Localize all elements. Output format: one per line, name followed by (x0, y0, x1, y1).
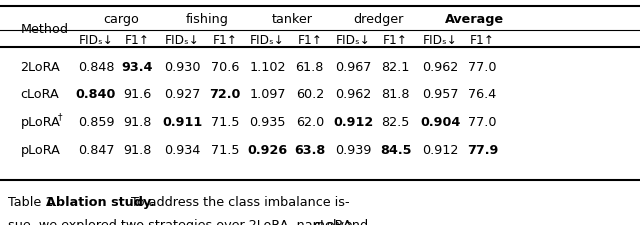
Text: F1↑: F1↑ (470, 34, 495, 47)
Text: and: and (344, 219, 369, 225)
Text: 0.962: 0.962 (422, 61, 458, 74)
Text: 0.934: 0.934 (164, 144, 200, 157)
Text: 63.8: 63.8 (294, 144, 325, 157)
Text: dredger: dredger (353, 13, 403, 26)
Text: 82.5: 82.5 (381, 116, 410, 129)
Text: 82.1: 82.1 (381, 61, 410, 74)
Text: 76.4: 76.4 (468, 88, 497, 101)
Text: 60.2: 60.2 (296, 88, 324, 101)
Text: tanker: tanker (272, 13, 313, 26)
Text: 0.962: 0.962 (335, 88, 371, 101)
Text: 0.967: 0.967 (335, 61, 371, 74)
Text: 91.8: 91.8 (124, 144, 152, 157)
Text: Method: Method (20, 23, 68, 36)
Text: 1.102: 1.102 (249, 61, 286, 74)
Text: To address the class imbalance is-: To address the class imbalance is- (131, 196, 350, 209)
Text: FIDₛ↓: FIDₛ↓ (165, 34, 200, 47)
Text: 93.4: 93.4 (122, 61, 154, 74)
Text: sue, we explored two strategies over 2LoRA, namely: sue, we explored two strategies over 2Lo… (8, 219, 348, 225)
Text: 71.5: 71.5 (211, 144, 239, 157)
Text: 61.8: 61.8 (296, 61, 324, 74)
Text: 91.8: 91.8 (124, 116, 152, 129)
Text: cLoRA: cLoRA (20, 88, 60, 101)
Text: FIDₛ↓: FIDₛ↓ (79, 34, 113, 47)
Text: 84.5: 84.5 (380, 144, 412, 157)
Text: F1↑: F1↑ (125, 34, 150, 47)
Text: fishing: fishing (186, 13, 228, 26)
Text: †: † (58, 112, 62, 121)
Text: 0.935: 0.935 (249, 116, 286, 129)
Text: Average: Average (445, 13, 504, 26)
Text: 0.840: 0.840 (76, 88, 116, 101)
Text: 0.859: 0.859 (77, 116, 115, 129)
Text: 70.6: 70.6 (211, 61, 239, 74)
Text: 91.6: 91.6 (124, 88, 152, 101)
Text: 0.939: 0.939 (335, 144, 371, 157)
Text: 81.8: 81.8 (381, 88, 410, 101)
Text: F1↑: F1↑ (298, 34, 322, 47)
Text: 0.930: 0.930 (164, 61, 201, 74)
Text: 0.904: 0.904 (420, 116, 461, 129)
Text: cLoRA: cLoRA (314, 219, 353, 225)
Text: 0.927: 0.927 (164, 88, 200, 101)
Text: 0.847: 0.847 (77, 144, 115, 157)
Text: Ablation study.: Ablation study. (46, 196, 155, 209)
Text: 0.911: 0.911 (163, 116, 202, 129)
Text: 0.912: 0.912 (422, 144, 458, 157)
Text: 0.912: 0.912 (333, 116, 373, 129)
Text: 77.0: 77.0 (468, 61, 497, 74)
Text: pLoRA: pLoRA (20, 116, 60, 129)
Text: 77.9: 77.9 (467, 144, 499, 157)
Text: cargo: cargo (104, 13, 140, 26)
Text: pLoRA: pLoRA (20, 144, 60, 157)
Text: F1↑: F1↑ (383, 34, 408, 47)
Text: 0.957: 0.957 (422, 88, 459, 101)
Text: 62.0: 62.0 (296, 116, 324, 129)
Text: 72.0: 72.0 (209, 88, 241, 101)
Text: 0.848: 0.848 (77, 61, 115, 74)
Text: FIDₛ↓: FIDₛ↓ (336, 34, 371, 47)
Text: 77.0: 77.0 (468, 116, 497, 129)
Text: 1.097: 1.097 (249, 88, 286, 101)
Text: F1↑: F1↑ (213, 34, 237, 47)
Text: Table 1.: Table 1. (8, 196, 57, 209)
Text: FIDₛ↓: FIDₛ↓ (250, 34, 285, 47)
Text: 71.5: 71.5 (211, 116, 239, 129)
Text: 2LoRA: 2LoRA (20, 61, 60, 74)
Text: 0.926: 0.926 (248, 144, 287, 157)
Text: FIDₛ↓: FIDₛ↓ (423, 34, 458, 47)
